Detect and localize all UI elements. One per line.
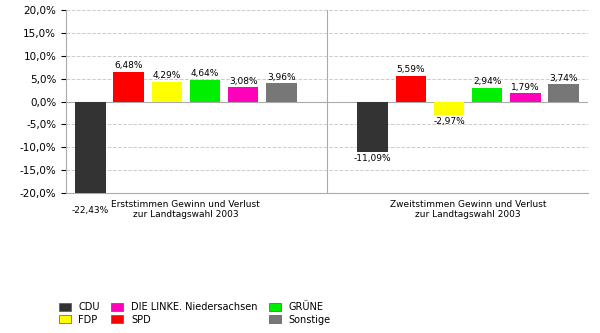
Text: 3,96%: 3,96% (267, 73, 296, 82)
Legend: CDU, FDP, DIE LINKE. Niedersachsen, SPD, GRÜNE, Sonstige: CDU, FDP, DIE LINKE. Niedersachsen, SPD,… (59, 302, 331, 325)
Bar (510, 93, 541, 102)
Text: 3,74%: 3,74% (550, 74, 578, 83)
Bar (395, 76, 426, 102)
Bar (152, 82, 182, 102)
Bar (190, 80, 220, 102)
Bar (266, 84, 296, 102)
Text: 6,48%: 6,48% (114, 61, 143, 70)
Text: 5,59%: 5,59% (397, 65, 425, 74)
Text: 4,29%: 4,29% (152, 71, 181, 80)
Bar (228, 88, 259, 102)
Bar (434, 102, 464, 115)
Bar (548, 85, 579, 102)
Bar (358, 102, 388, 152)
Text: 1,79%: 1,79% (511, 83, 540, 92)
Text: 3,08%: 3,08% (229, 77, 257, 86)
Text: Erststimmen Gewinn und Verlust
zur Landtagswahl 2003: Erststimmen Gewinn und Verlust zur Landt… (112, 200, 260, 219)
Text: 2,94%: 2,94% (473, 77, 502, 86)
Text: -22,43%: -22,43% (71, 206, 109, 215)
Bar (472, 88, 502, 102)
Text: -2,97%: -2,97% (433, 117, 465, 126)
Bar (113, 72, 144, 102)
Text: -11,09%: -11,09% (354, 154, 391, 163)
Text: 4,64%: 4,64% (191, 70, 219, 79)
Bar (75, 102, 106, 204)
Text: Zweitstimmen Gewinn und Verlust
zur Landtagswahl 2003: Zweitstimmen Gewinn und Verlust zur Land… (390, 200, 547, 219)
